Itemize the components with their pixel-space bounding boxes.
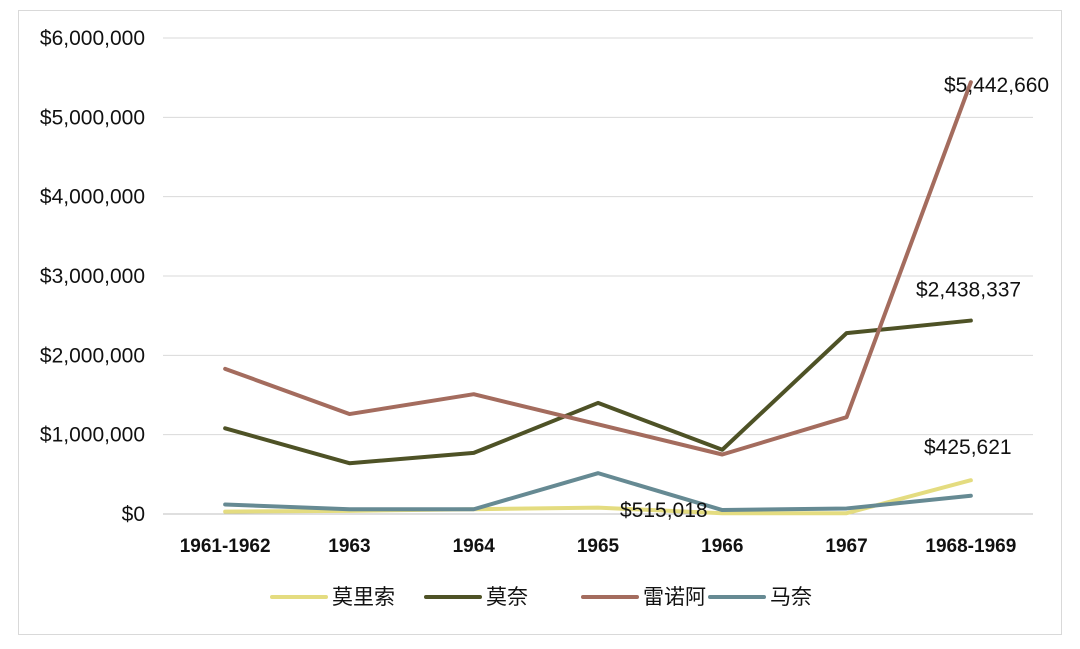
series-line-3 [223, 80, 973, 457]
y-tick-label: $5,000,000 [40, 106, 145, 129]
data-label: $5,442,660 [944, 74, 1049, 97]
y-tick-label: $4,000,000 [40, 186, 145, 209]
data-label: $2,438,337 [916, 279, 1021, 302]
legend-label: 莫奈 [486, 585, 528, 609]
x-tick-label: 1965 [577, 536, 620, 557]
x-tick-label: 1968-1969 [925, 536, 1016, 557]
gridlines [163, 37, 1033, 515]
series-line-4 [223, 471, 973, 513]
data-label: $515,018 [620, 499, 708, 522]
series-line-2 [223, 318, 973, 466]
y-tick-label: $6,000,000 [40, 27, 145, 50]
legend-label: 马奈 [770, 585, 812, 609]
data-labels: $5,442,660 $2,438,337 $515,018 $425,621 [620, 74, 1049, 522]
x-tick-label: 1961-1962 [180, 536, 271, 557]
legend: 莫里索 莫奈 雷诺阿 马奈 [270, 585, 812, 609]
y-tick-label: $2,000,000 [40, 344, 145, 367]
series-lines [223, 80, 973, 516]
chart-frame [18, 10, 1062, 635]
x-tick-label: 1967 [825, 536, 867, 557]
legend-label: 雷诺阿 [643, 585, 706, 609]
x-axis-ticks: 1961-1962 1963 1964 1965 1966 1967 1968-1969 [180, 536, 1017, 557]
x-tick-label: 1964 [453, 536, 496, 557]
y-tick-label: $0 [122, 503, 145, 526]
y-tick-label: $1,000,000 [40, 424, 145, 447]
data-label: $425,621 [924, 436, 1012, 459]
y-tick-label: $3,000,000 [40, 265, 145, 288]
legend-label: 莫里索 [332, 585, 395, 609]
x-tick-label: 1963 [328, 536, 370, 557]
y-axis-ticks: $0 $1,000,000 $2,000,000 $3,000,000 $4,000,0… [40, 27, 145, 526]
x-tick-label: 1966 [701, 536, 743, 557]
